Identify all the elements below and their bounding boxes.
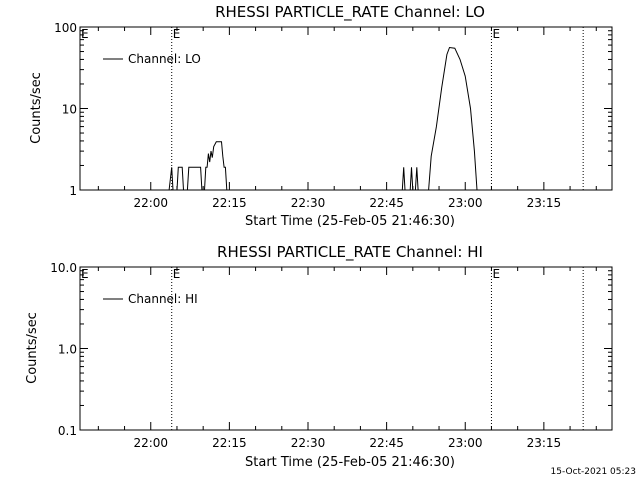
- y-tick-label: 1: [69, 184, 77, 198]
- event-marker-label: E: [492, 27, 500, 41]
- event-marker-label: E: [173, 27, 181, 41]
- x-tick-label: 22:15: [212, 196, 247, 210]
- y-tick-label: 100: [54, 21, 77, 35]
- data-series-line: [401, 46, 478, 191]
- chart-title: RHESSI PARTICLE_RATE Channel: HI: [217, 243, 483, 262]
- y-tick-label: 10: [62, 103, 77, 117]
- x-tick-label: 23:00: [448, 196, 483, 210]
- legend-label: Channel: HI: [128, 292, 198, 306]
- x-axis-label: Start Time (25-Feb-05 21:46:30): [245, 455, 455, 470]
- x-tick-label: 22:45: [369, 436, 404, 450]
- y-tick-label: 10.0: [50, 261, 77, 275]
- x-axis-label: Start Time (25-Feb-05 21:46:30): [245, 214, 455, 229]
- y-axis-label: Counts/sec: [25, 312, 40, 384]
- event-marker-label: E: [81, 267, 89, 281]
- hi-channel-panel: RHESSI PARTICLE_RATE Channel: HI Start T…: [25, 243, 613, 470]
- x-tick-label: 23:15: [527, 196, 562, 210]
- chart-title: RHESSI PARTICLE_RATE Channel: LO: [215, 3, 485, 22]
- y-tick-label: 1.0: [58, 343, 77, 357]
- legend-label: Channel: LO: [128, 52, 201, 66]
- x-tick-label: 23:00: [448, 436, 483, 450]
- x-tick-label: 22:45: [369, 196, 404, 210]
- lo-channel-panel: RHESSI PARTICLE_RATE Channel: LO Start T…: [29, 3, 613, 229]
- event-marker-label: E: [492, 267, 500, 281]
- event-marker-label: E: [173, 267, 181, 281]
- x-tick-label: 22:30: [291, 436, 326, 450]
- x-tick-label: 23:15: [527, 436, 562, 450]
- data-series-line: [168, 141, 228, 191]
- x-tick-label: 22:15: [212, 436, 247, 450]
- x-tick-label: 22:30: [291, 196, 326, 210]
- event-marker-label: E: [81, 27, 89, 41]
- y-axis-label: Counts/sec: [29, 72, 44, 144]
- x-tick-label: 22:00: [133, 196, 168, 210]
- x-tick-label: 22:00: [133, 436, 168, 450]
- generation-timestamp: 15-Oct-2021 05:23: [551, 467, 636, 477]
- y-tick-label: 0.1: [58, 424, 77, 438]
